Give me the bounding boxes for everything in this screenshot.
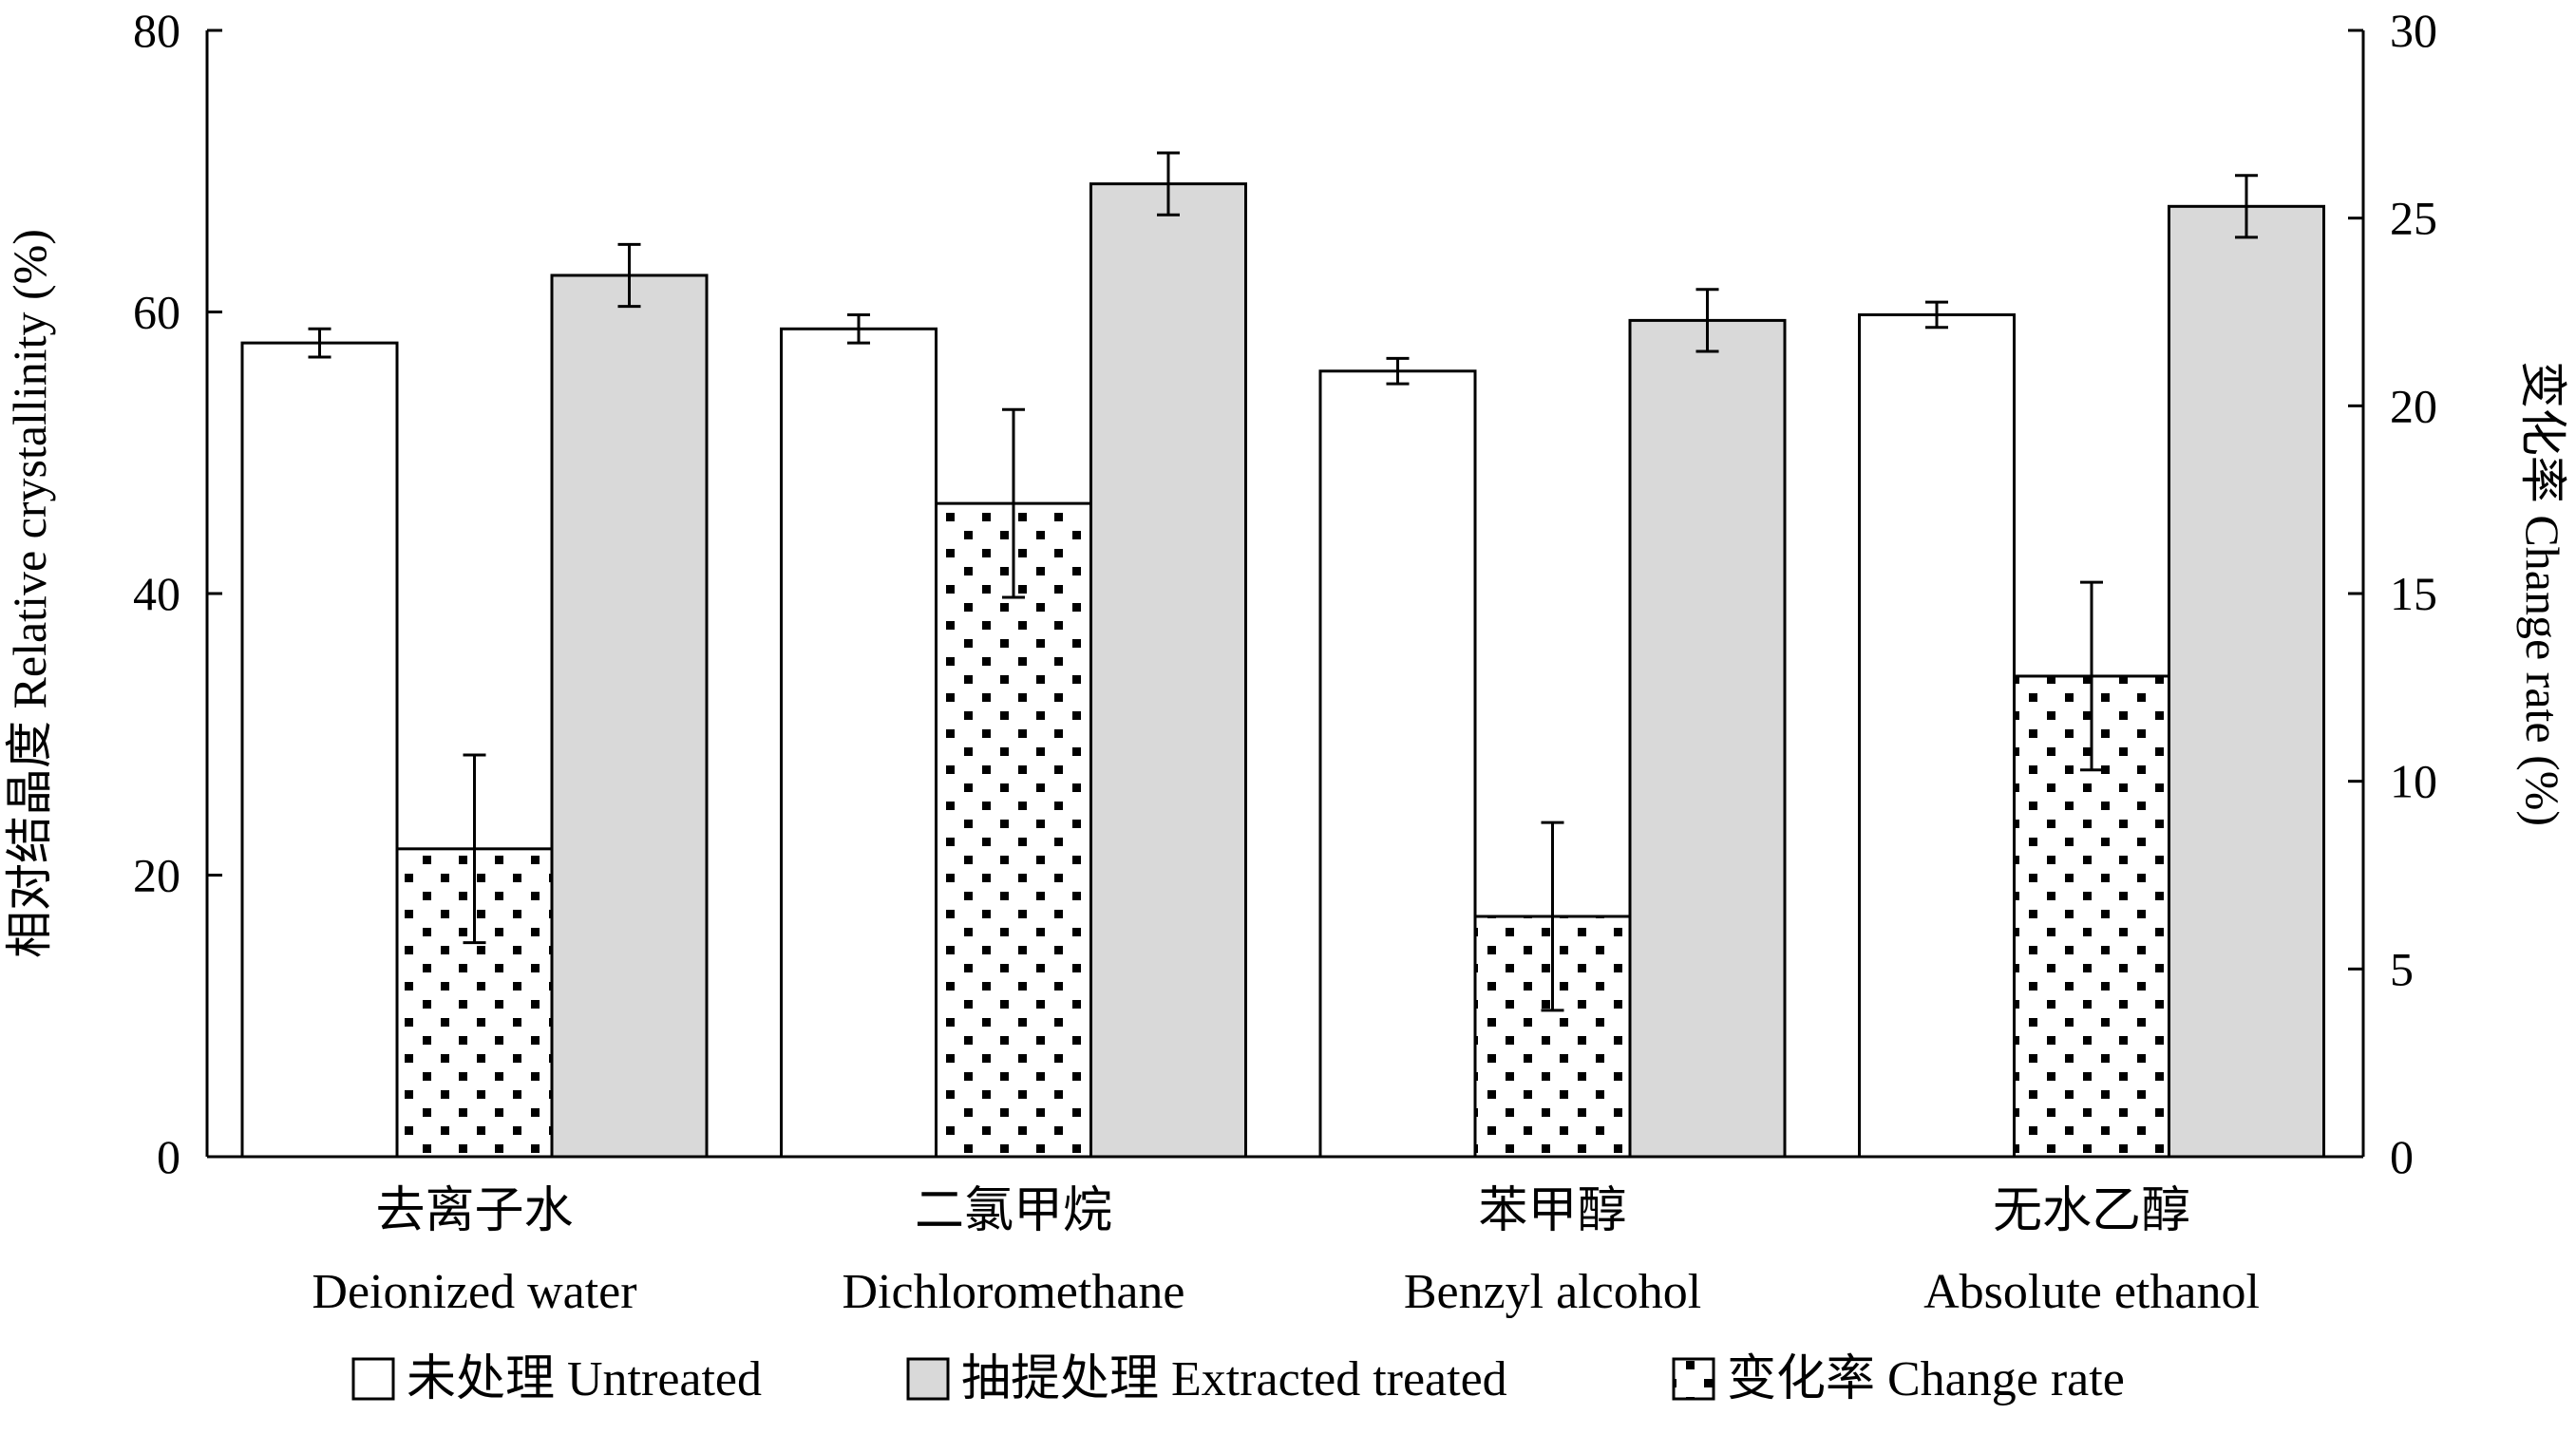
error-bar-1-0 xyxy=(463,753,486,945)
right-tick-label: 0 xyxy=(2390,1130,2414,1183)
bar-0-3 xyxy=(1858,312,2016,1159)
left-axis-ticks: 0 20 40 60 80 xyxy=(133,4,222,1183)
right-tick-label: 20 xyxy=(2390,379,2437,432)
error-bar-2-3 xyxy=(2235,174,2258,239)
bar-2-1 xyxy=(1089,182,1247,1159)
error-bar-0-2 xyxy=(1386,356,1410,386)
bar-1-1 xyxy=(935,501,1092,1159)
left-tick-label: 60 xyxy=(133,286,180,339)
legend-label: 未处理 Untreated xyxy=(407,1352,762,1406)
legend-item-2: 抽提处理 Extracted treated xyxy=(906,1352,1507,1406)
left-tick-label: 0 xyxy=(157,1130,180,1183)
right-tick-label: 25 xyxy=(2390,192,2437,245)
legend-label: 抽提处理 Extracted treated xyxy=(961,1352,1507,1406)
category-label-zh: 二氯甲烷 xyxy=(915,1184,1112,1238)
error-bar-1-3 xyxy=(2080,580,2103,772)
category-label-zh: 无水乙醇 xyxy=(1993,1184,2190,1238)
bar-0-1 xyxy=(780,327,938,1159)
error-bar-2-0 xyxy=(617,242,641,309)
bar-2-0 xyxy=(550,274,709,1159)
legend-item-1: 变化率 Change rate xyxy=(1672,1352,2125,1406)
left-tick-label: 20 xyxy=(133,849,180,902)
right-tick-label: 30 xyxy=(2390,4,2437,57)
error-bar-0-0 xyxy=(308,327,331,359)
bar-0-0 xyxy=(240,341,399,1159)
error-bars-layer xyxy=(308,151,2258,1012)
error-bar-0-3 xyxy=(1925,300,1948,330)
left-tick-label: 40 xyxy=(133,567,180,620)
legend-label: 变化率 Change rate xyxy=(1727,1352,2125,1406)
category-label-en: Deionized water xyxy=(312,1265,636,1319)
legend-swatch xyxy=(906,1357,950,1401)
category-label-en: Absolute ethanol xyxy=(1923,1265,2260,1319)
right-tick-label: 15 xyxy=(2390,567,2437,620)
left-tick-label: 80 xyxy=(133,4,180,57)
error-bar-0-1 xyxy=(847,312,870,345)
right-axis-title: 变化率 Change rate (%) xyxy=(2516,361,2569,826)
bar-2-2 xyxy=(1628,318,1787,1159)
category-label-en: Benzyl alcohol xyxy=(1404,1265,1701,1319)
error-bar-2-1 xyxy=(1157,151,1180,217)
error-bar-1-2 xyxy=(1541,821,1564,1012)
legend-swatch xyxy=(1672,1357,1715,1401)
legend-item-0: 未处理 Untreated xyxy=(351,1352,762,1406)
left-axis-title: 相对结晶度 Relative crystallinity (%) xyxy=(3,229,56,958)
error-bar-2-2 xyxy=(1695,288,1719,353)
legend: 未处理 Untreated 抽提处理 Extracted treated 变化率 C… xyxy=(351,1352,2125,1406)
bar-2-3 xyxy=(2168,204,2325,1159)
category-labels: 去离子水 Deionized water 二氯甲烷 Dichloromethane 苯甲… xyxy=(312,1184,2260,1319)
bars-layer xyxy=(240,182,2325,1159)
category-label-zh: 苯甲醇 xyxy=(1478,1184,1626,1238)
bar-0-2 xyxy=(1318,369,1477,1159)
right-tick-label: 10 xyxy=(2390,755,2437,808)
right-tick-label: 5 xyxy=(2390,942,2414,995)
error-bar-1-1 xyxy=(1002,407,1025,599)
right-axis-ticks: 0 5 10 15 20 25 30 xyxy=(2348,4,2437,1183)
category-label-zh: 去离子水 xyxy=(375,1184,573,1238)
category-label-en: Dichloromethane xyxy=(843,1265,1185,1319)
legend-swatch xyxy=(351,1357,395,1401)
